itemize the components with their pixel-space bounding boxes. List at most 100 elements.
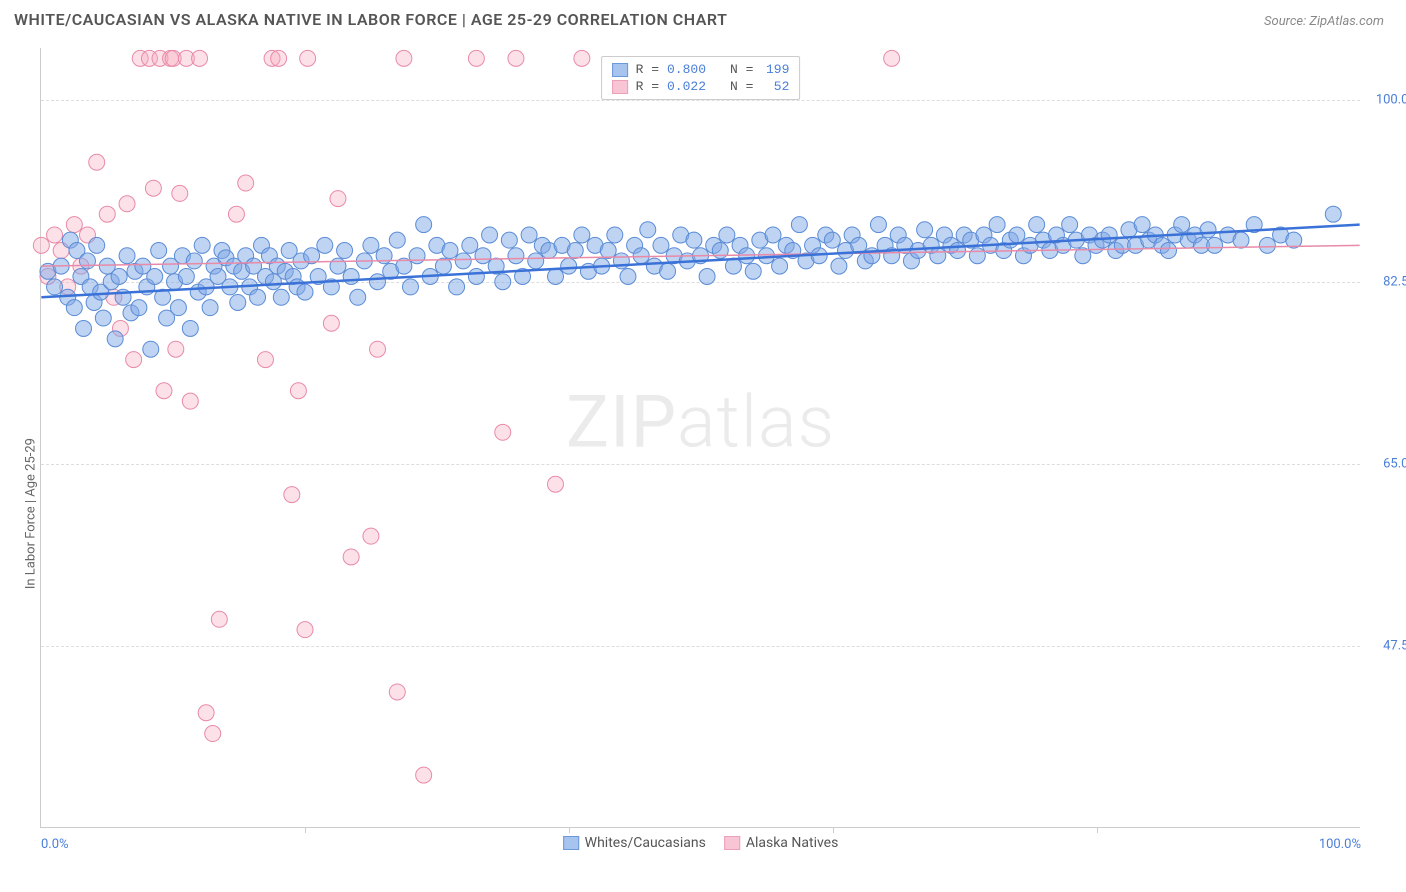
data-point-white — [1174, 217, 1190, 233]
data-point-alaska — [284, 487, 300, 503]
data-point-alaska — [300, 50, 316, 66]
data-point-alaska — [574, 50, 590, 66]
data-point-alaska — [145, 180, 161, 196]
data-point-white — [273, 289, 289, 305]
data-point-alaska — [330, 191, 346, 207]
data-point-white — [330, 258, 346, 274]
data-point-alaska — [508, 50, 524, 66]
data-point-white — [250, 289, 266, 305]
data-point-white — [409, 248, 425, 264]
data-point-white — [1200, 222, 1216, 238]
data-point-white — [653, 237, 669, 253]
legend-swatch — [612, 63, 628, 77]
data-point-white — [182, 320, 198, 336]
data-point-white — [521, 227, 537, 243]
data-point-white — [151, 243, 167, 259]
data-point-white — [370, 274, 386, 290]
data-point-white — [772, 258, 788, 274]
legend-n-value: 52 — [761, 79, 789, 94]
data-point-white — [1233, 232, 1249, 248]
legend-row: R =0.800N =199 — [612, 61, 790, 78]
y-tick-label: 100.0% — [1366, 93, 1406, 108]
data-point-alaska — [156, 383, 172, 399]
data-point-alaska — [884, 50, 900, 66]
legend-swatch — [563, 836, 579, 850]
data-point-white — [600, 243, 616, 259]
data-point-alaska — [495, 424, 511, 440]
chart-area: In Labor Force | Age 25-29 47.5%65.0%82.… — [40, 48, 1360, 828]
data-point-white — [170, 300, 186, 316]
data-point-white — [1161, 243, 1177, 259]
data-point-white — [1009, 227, 1025, 243]
data-point-white — [1101, 227, 1117, 243]
data-point-white — [508, 248, 524, 264]
data-point-white — [719, 227, 735, 243]
data-point-white — [186, 253, 202, 269]
data-point-alaska — [168, 341, 184, 357]
data-point-white — [462, 237, 478, 253]
data-point-white — [455, 253, 471, 269]
data-point-white — [482, 227, 498, 243]
data-point-alaska — [370, 341, 386, 357]
data-point-alaska — [126, 352, 142, 368]
data-point-white — [230, 294, 246, 310]
y-tick-label: 82.5% — [1366, 275, 1406, 290]
data-point-white — [297, 284, 313, 300]
data-point-white — [567, 243, 583, 259]
data-point-white — [389, 232, 405, 248]
data-point-white — [561, 258, 577, 274]
data-point-white — [950, 243, 966, 259]
data-point-white — [547, 269, 563, 285]
data-point-white — [143, 341, 159, 357]
data-point-alaska — [211, 611, 227, 627]
y-axis-label: In Labor Force | Age 25-29 — [24, 438, 39, 589]
data-point-white — [1029, 217, 1045, 233]
x-tick-label: 100.0% — [1319, 837, 1361, 852]
legend-stat-label: N = — [730, 79, 753, 94]
scatter-plot — [41, 48, 1360, 827]
data-point-white — [119, 248, 135, 264]
legend-series-name: Alaska Natives — [746, 835, 839, 851]
x-tick-mark — [305, 827, 306, 833]
legend-stat-label: R = — [636, 79, 659, 94]
y-tick-label: 65.0% — [1366, 457, 1406, 472]
data-point-white — [442, 243, 458, 259]
data-point-white — [640, 222, 656, 238]
data-point-white — [475, 248, 491, 264]
data-point-white — [633, 248, 649, 264]
data-point-white — [468, 269, 484, 285]
data-point-alaska — [205, 726, 221, 742]
chart-title: WHITE/CAUCASIAN VS ALASKA NATIVE IN LABO… — [14, 10, 727, 29]
data-point-white — [89, 237, 105, 253]
data-point-white — [47, 279, 63, 295]
data-point-white — [607, 227, 623, 243]
data-point-white — [495, 274, 511, 290]
legend-item: Alaska Natives — [724, 835, 839, 851]
data-point-white — [528, 253, 544, 269]
data-point-white — [1062, 217, 1078, 233]
legend-row: R =0.022N =52 — [612, 78, 790, 95]
x-tick-label: 0.0% — [41, 837, 69, 852]
data-point-white — [824, 232, 840, 248]
data-point-white — [969, 248, 985, 264]
data-point-white — [350, 289, 366, 305]
data-point-alaska — [172, 185, 188, 201]
data-point-white — [76, 320, 92, 336]
data-point-white — [79, 253, 95, 269]
data-point-white — [699, 269, 715, 285]
data-point-white — [66, 300, 82, 316]
data-point-alaska — [363, 528, 379, 544]
series-legend: Whites/CaucasiansAlaska Natives — [563, 835, 839, 851]
data-point-white — [416, 217, 432, 233]
data-point-white — [620, 269, 636, 285]
data-point-white — [202, 300, 218, 316]
data-point-white — [95, 310, 111, 326]
x-tick-mark — [833, 827, 834, 833]
data-point-alaska — [66, 217, 82, 233]
data-point-white — [363, 237, 379, 253]
title-bar: WHITE/CAUCASIAN VS ALASKA NATIVE IN LABO… — [0, 0, 1406, 35]
data-point-alaska — [47, 227, 63, 243]
data-point-alaska — [99, 206, 115, 222]
data-point-white — [343, 269, 359, 285]
data-point-white — [449, 279, 465, 295]
